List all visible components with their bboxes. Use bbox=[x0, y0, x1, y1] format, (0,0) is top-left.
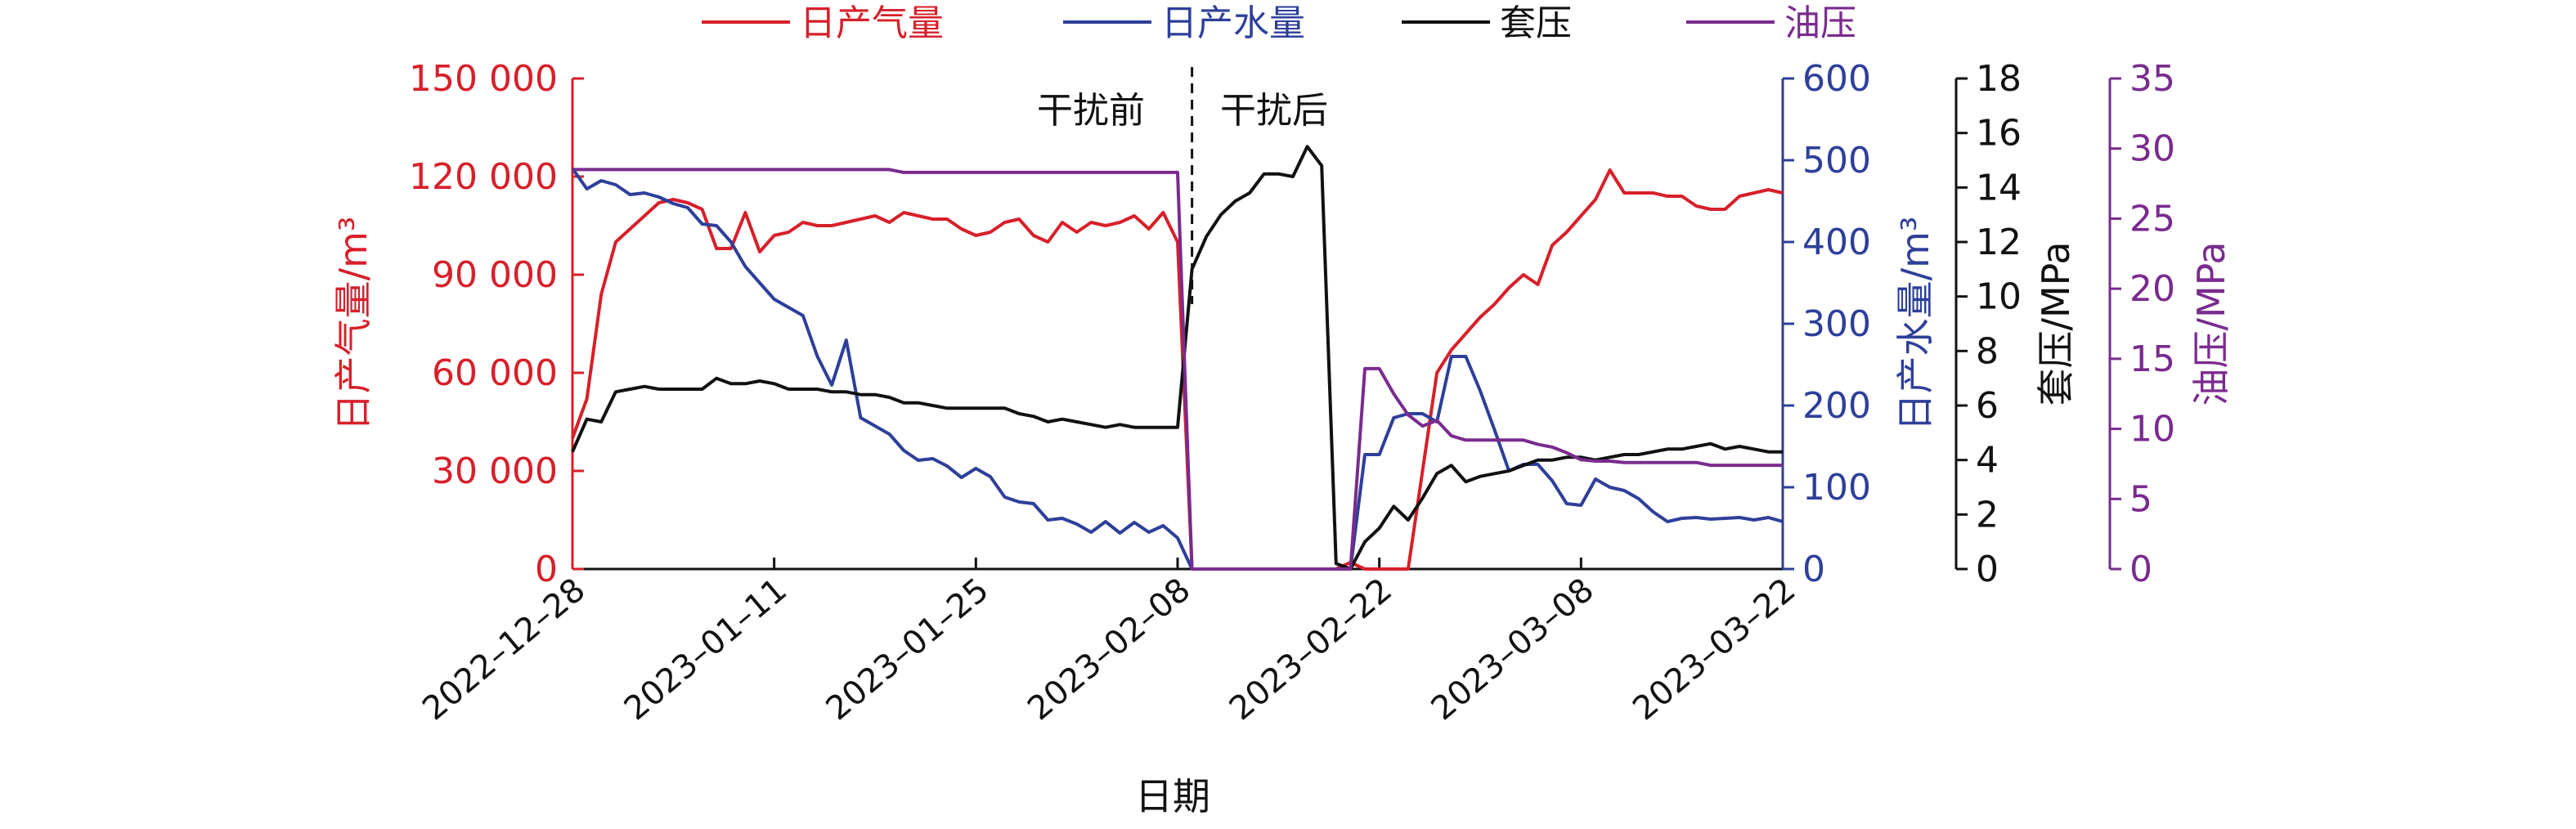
water-tick-label: 200 bbox=[1802, 385, 1871, 427]
annotation-after: 干扰后 bbox=[1220, 90, 1328, 132]
legend-label: 油压 bbox=[1784, 2, 1856, 44]
legend-label: 套压 bbox=[1500, 2, 1572, 44]
casing-tick-label: 12 bbox=[1976, 222, 2022, 263]
water-tick-label: 300 bbox=[1802, 303, 1871, 345]
tubing-pressure-axis-label: 油压/MPa bbox=[2189, 241, 2233, 406]
tubing-tick-label: 15 bbox=[2129, 338, 2175, 380]
x-tick-label: 2023–01–25 bbox=[819, 571, 996, 728]
water-axis-label: 日产水量/m³ bbox=[1893, 217, 1937, 432]
series-layer bbox=[571, 145, 1784, 571]
water-tick-label: 600 bbox=[1802, 58, 1871, 100]
series-line bbox=[571, 145, 1783, 571]
tubing-tick-label: 5 bbox=[2129, 478, 2152, 520]
x-tick-label: 2023–03–08 bbox=[1425, 571, 1601, 728]
water-tick-label: 0 bbox=[1802, 549, 1825, 590]
tubing-tick-label: 35 bbox=[2129, 58, 2175, 100]
x-tick-label: 2022–12–28 bbox=[415, 571, 592, 728]
gas-tick-label: 150 000 bbox=[409, 58, 558, 100]
legend: 日产气量 日产水量 套压 油压 bbox=[702, 2, 1856, 44]
legend-label: 日产气量 bbox=[800, 2, 944, 44]
tubing-tick-label: 25 bbox=[2129, 198, 2175, 240]
casing-tick-label: 18 bbox=[1976, 58, 2022, 100]
gas-tick-label: 30 000 bbox=[432, 450, 558, 492]
x-tick-label: 2023–03–22 bbox=[1626, 571, 1802, 728]
casing-tick-label: 0 bbox=[1976, 549, 1999, 590]
tubing-tick-label: 20 bbox=[2129, 268, 2175, 310]
gas-tick-label: 90 000 bbox=[432, 254, 558, 296]
water-tick-label: 400 bbox=[1802, 222, 1871, 263]
x-tick-label: 2023–02–22 bbox=[1223, 571, 1399, 728]
tubing-tick-label: 30 bbox=[2129, 128, 2175, 170]
series-line bbox=[571, 167, 1784, 571]
water-tick-label: 500 bbox=[1802, 140, 1871, 181]
annotation-before: 干扰前 bbox=[1037, 90, 1145, 132]
x-tick-label: 2023–01–11 bbox=[617, 571, 794, 728]
casing-tick-label: 4 bbox=[1976, 440, 1999, 482]
casing-pressure-axis-label: 套压/MPa bbox=[2034, 241, 2078, 406]
tubing-tick-label: 10 bbox=[2129, 409, 2175, 450]
casing-tick-label: 10 bbox=[1976, 276, 2022, 318]
x-axis-label: 日期 bbox=[1135, 774, 1210, 818]
tubing-tick-label: 0 bbox=[2129, 549, 2152, 590]
casing-tick-label: 14 bbox=[1976, 167, 2022, 208]
series-line bbox=[571, 168, 1784, 571]
gas-tick-label: 0 bbox=[535, 549, 558, 590]
gas-axis-label: 日产气量/m³ bbox=[331, 217, 375, 432]
casing-tick-label: 2 bbox=[1976, 494, 1999, 535]
casing-tick-label: 8 bbox=[1976, 330, 1999, 372]
legend-label: 日产水量 bbox=[1161, 2, 1305, 44]
water-tick-label: 100 bbox=[1802, 467, 1871, 509]
gas-tick-label: 60 000 bbox=[432, 352, 558, 394]
gas-tick-label: 120 000 bbox=[409, 156, 558, 198]
x-tick-label: 2023–02–08 bbox=[1021, 571, 1197, 728]
casing-tick-label: 6 bbox=[1976, 385, 1999, 427]
casing-tick-label: 16 bbox=[1976, 113, 2022, 155]
series-line bbox=[572, 168, 1783, 571]
